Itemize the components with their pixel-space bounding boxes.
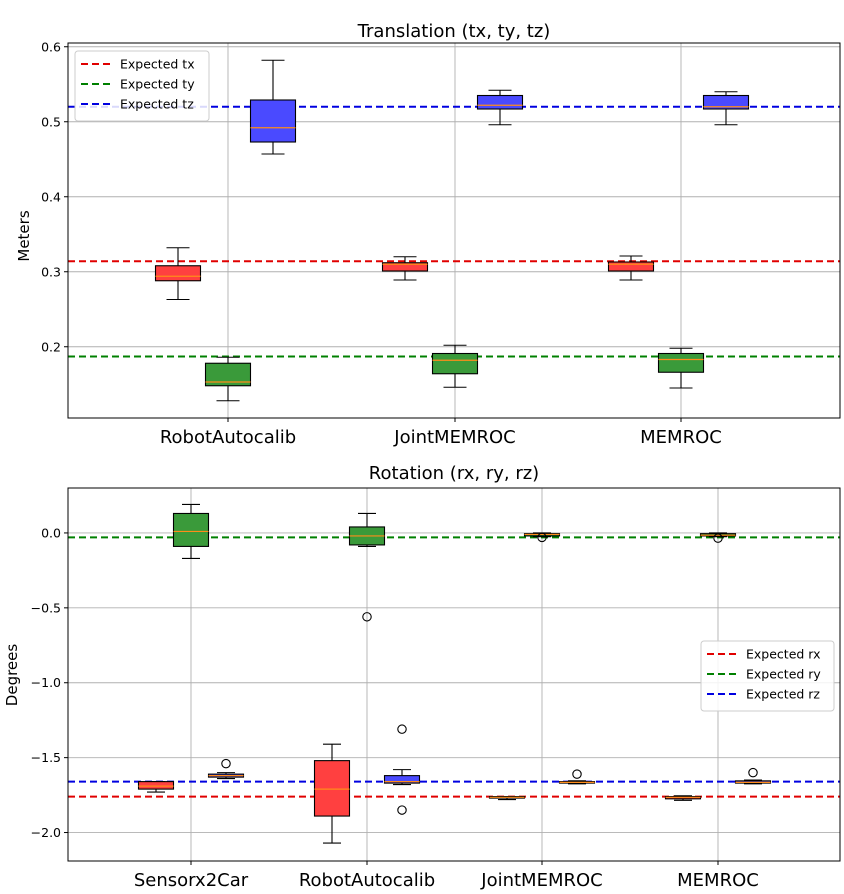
translation-xtick-robotautocalib: RobotAutocalib xyxy=(160,427,296,448)
translation-ytick-label: 0.3 xyxy=(41,264,61,279)
outlier-point xyxy=(397,724,407,734)
translation-ytick-label: 0.4 xyxy=(41,189,61,204)
translation-legend-label-expected-tx: Expected tx xyxy=(120,57,195,72)
rotation-y-ticks: −2.0 −1.5 −1.0 −0.5 0.0 xyxy=(31,525,68,840)
rotation-box-rz-jointmemroc xyxy=(558,769,596,785)
translation-box-tz-memroc xyxy=(702,91,750,126)
translation-ylabel: Meters xyxy=(15,210,33,261)
iqr-box xyxy=(172,512,210,547)
rotation-legend-label-expected-rx: Expected rx xyxy=(746,647,821,662)
iqr-box xyxy=(313,760,351,817)
outlier-point xyxy=(748,767,758,778)
rotation-chart: Rotation (rx, ry, rz) Degrees −2.0 −1.5 −1… xyxy=(3,463,841,891)
translation-box-tz-jointmemroc xyxy=(476,89,524,126)
rotation-ytick-label: −0.5 xyxy=(31,600,61,615)
rotation-legend-label-expected-ry: Expected ry xyxy=(746,667,821,682)
translation-box-tx-jointmemroc xyxy=(381,256,429,281)
outlier-point xyxy=(397,805,407,815)
rotation-legend-label-expected-rz: Expected rz xyxy=(746,687,820,702)
translation-box-ty-jointmemroc xyxy=(431,344,479,388)
rotation-box-ry-sensorx2car xyxy=(172,503,210,559)
translation-axes-frame xyxy=(67,42,841,419)
translation-box-tx-robotautocalib xyxy=(154,247,202,301)
translation-y-ticks: 0.2 0.3 0.4 0.5 0.6 xyxy=(41,39,68,354)
iqr-box xyxy=(137,781,175,790)
rotation-ytick-label: 0.0 xyxy=(41,525,61,540)
iqr-box xyxy=(657,352,705,373)
outlier-point xyxy=(572,769,582,779)
rotation-box-ry-memroc xyxy=(699,532,737,543)
translation-legend-label-expected-ty: Expected ty xyxy=(120,77,195,92)
rotation-ytick-label: −1.0 xyxy=(31,675,61,690)
rotation-title: Rotation (rx, ry, rz) xyxy=(369,463,539,484)
rotation-box-rx-robotautocalib xyxy=(313,743,351,844)
translation-box-tx-memroc xyxy=(607,255,655,281)
translation-box-tz-robotautocalib xyxy=(249,59,297,155)
rotation-xtick-robotautocalib: RobotAutocalib xyxy=(299,870,435,891)
iqr-box xyxy=(381,262,429,272)
outlier-point xyxy=(713,533,723,543)
rotation-x-ticks: Sensorx2Car RobotAutocalib JointMEMROC MEMR… xyxy=(134,861,759,891)
translation-box-ty-memroc xyxy=(657,347,705,389)
translation-x-ticks: RobotAutocalib JointMEMROC MEMROC xyxy=(160,418,722,448)
rotation-box-rx-memroc xyxy=(664,795,702,801)
rotation-box-rz-memroc xyxy=(734,767,772,785)
rotation-box-rz-sensorx2car xyxy=(207,758,245,780)
translation-ytick-label: 0.6 xyxy=(41,39,61,54)
rotation-axes-frame xyxy=(67,487,841,862)
translation-box-ty-robotautocalib xyxy=(204,356,252,402)
outlier-point xyxy=(221,758,231,769)
translation-legend: Expected tx Expected ty Expected tz xyxy=(74,50,210,122)
rotation-box-rz-robotautocalib xyxy=(383,724,421,815)
rotation-box-ry-jointmemroc xyxy=(523,532,561,543)
iqr-box xyxy=(702,94,750,110)
translation-chart: Translation (tx, ty, tz) Meters 0.20.30.… xyxy=(15,21,841,448)
translation-legend-label-expected-tz: Expected tz xyxy=(120,97,194,112)
translation-ytick-label: 0.2 xyxy=(41,339,61,354)
rotation-xtick-jointmemroc: JointMEMROC xyxy=(480,870,602,891)
rotation-reference-lines xyxy=(68,536,840,798)
iqr-box xyxy=(249,99,297,143)
rotation-boxes xyxy=(137,503,772,844)
iqr-box xyxy=(476,94,524,110)
translation-title: Translation (tx, ty, tz) xyxy=(357,21,551,42)
translation-xtick-jointmemroc: JointMEMROC xyxy=(393,427,515,448)
rotation-ytick-label: −1.5 xyxy=(31,750,61,765)
rotation-box-ry-robotautocalib xyxy=(348,512,386,622)
outlier-point xyxy=(362,612,372,622)
rotation-xtick-sensorx2car: Sensorx2Car xyxy=(134,870,249,891)
rotation-xtick-memroc: MEMROC xyxy=(677,870,759,891)
iqr-box xyxy=(154,265,202,282)
outlier-point xyxy=(537,532,547,543)
translation-ytick-label: 0.5 xyxy=(41,114,61,129)
translation-boxes xyxy=(154,59,750,402)
iqr-box xyxy=(383,775,421,784)
rotation-ytick-label: −2.0 xyxy=(31,825,61,840)
rotation-box-rx-jointmemroc xyxy=(488,796,526,801)
rotation-box-rx-sensorx2car xyxy=(137,781,175,793)
translation-gridlines xyxy=(68,43,840,418)
translation-xtick-memroc: MEMROC xyxy=(640,427,722,448)
rotation-legend: Expected rx Expected ry Expected rz xyxy=(700,640,835,712)
iqr-box xyxy=(607,261,655,272)
rotation-ylabel: Degrees xyxy=(3,644,21,707)
iqr-box xyxy=(204,362,252,387)
iqr-box xyxy=(431,352,479,375)
